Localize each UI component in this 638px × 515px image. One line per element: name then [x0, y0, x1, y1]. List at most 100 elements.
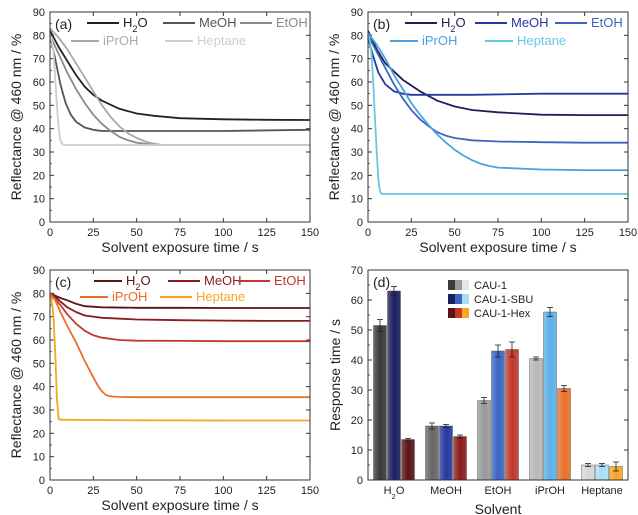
y-tick-label: 0: [357, 217, 363, 229]
x-tick-label: 150: [619, 227, 637, 239]
x-tick-label: 50: [449, 227, 461, 239]
y-tick-label: 50: [33, 358, 45, 370]
y-tick-label: 0: [39, 475, 45, 487]
y-tick-label: 20: [351, 415, 363, 427]
y-axis-label: Reflectance @ 460 nm / %: [326, 34, 342, 201]
legend-label-cau-1: CAU-1: [474, 280, 507, 292]
panel-b: 0 10 20 30 40 50 60 70 80 90 0 25 50 75 100 125 150 H2O Me…: [326, 7, 637, 255]
series-line-iproh: [49, 292, 310, 399]
x-tick-label: 75: [174, 485, 186, 497]
series-line-h2o: [367, 30, 628, 116]
y-tick-label: 90: [33, 265, 45, 277]
y-tick-label: 30: [351, 147, 363, 159]
x-category-label: H2O: [384, 485, 405, 501]
x-tick-label: 100: [532, 227, 550, 239]
legend-swatch-cau-1-hex: [455, 308, 462, 318]
x-tick-label: 0: [365, 227, 371, 239]
series-line-etoh: [49, 294, 310, 343]
legend-label-cau-1-sbu: CAU-1-SBU: [474, 294, 533, 306]
bar-cau-1-hex-iproh: [557, 388, 571, 481]
y-tick-label: 0: [357, 475, 363, 487]
series-line-heptane: [49, 34, 310, 146]
bar-cau-1-etoh: [477, 400, 491, 481]
legend-label-etoh: EtOH: [591, 15, 623, 30]
bar-cau-1-hex-h2o: [401, 439, 415, 481]
legend-label-etoh: EtOH: [274, 273, 306, 288]
y-tick-label: 40: [351, 124, 363, 136]
panel-label: (c): [55, 274, 71, 290]
series-line-iproh: [367, 32, 628, 172]
y-tick-label: 10: [33, 452, 45, 464]
y-tick-label: 20: [33, 428, 45, 440]
y-tick-label: 60: [33, 335, 45, 347]
y-tick-label: 30: [33, 405, 45, 417]
legend-label-iproh: iPrOH: [112, 289, 147, 304]
series-line-meoh: [367, 37, 628, 96]
x-tick-label: 100: [214, 485, 232, 497]
y-tick-label: 70: [33, 312, 45, 324]
legend-swatch-cau-1: [455, 280, 462, 290]
bar-cau-1-sbu-iproh: [543, 311, 557, 481]
x-tick-label: 125: [257, 227, 275, 239]
y-tick-label: 40: [351, 355, 363, 367]
y-tick-label: 30: [33, 147, 45, 159]
bar-cau-1-heptane: [581, 464, 595, 481]
plot-frame: [367, 269, 629, 481]
legend-label-iproh: iPrOH: [422, 33, 457, 48]
y-tick-label: 20: [351, 170, 363, 182]
legend-label-h2o: H2O: [441, 15, 466, 34]
legend-label-heptane: Heptane: [196, 289, 245, 304]
legend-label-iproh: iPrOH: [103, 33, 138, 48]
y-tick-label: 80: [33, 30, 45, 42]
plot-frame: [49, 11, 311, 223]
legend-swatch-cau-1-sbu: [448, 294, 455, 304]
legend-label-meoh: MeOH: [511, 15, 549, 30]
x-tick-label: 25: [87, 485, 99, 497]
y-tick-label: 0: [39, 217, 45, 229]
x-category-label: MeOH: [430, 485, 462, 497]
panel-label: (a): [55, 16, 72, 32]
y-tick-label: 70: [351, 265, 363, 277]
legend-label-heptane: Heptane: [197, 33, 246, 48]
panel-c: 0 10 20 30 40 50 60 70 80 90 0 25 50 75 100 125 150 H2O Me…: [8, 265, 319, 513]
x-tick-label: 25: [87, 227, 99, 239]
legend-swatch-cau-1-sbu: [455, 294, 462, 304]
plot-frame: [49, 269, 311, 481]
legend-swatch-cau-1: [462, 280, 469, 290]
legend-label-etoh: EtOH: [276, 15, 308, 30]
x-axis-label: Solvent: [475, 501, 522, 515]
bar-cau-1-h2o: [373, 325, 387, 481]
panel-d: 0 10 20 30 40 50 60 70 H2O MeOH EtOH iPrOH Heptane CA…: [327, 265, 629, 515]
series-line-meoh: [49, 35, 311, 132]
legend-label-h2o: H2O: [123, 15, 148, 34]
panel-a: 0 10 20 30 40 50 60 70 80 90 0 25 50 75 100 125 150 H2O Me…: [8, 7, 319, 255]
x-category-label: iPrOH: [535, 485, 565, 497]
bar-cau-1-hex-meoh: [453, 436, 467, 481]
legend-swatch-cau-1-hex: [448, 308, 455, 318]
y-tick-label: 10: [351, 445, 363, 457]
legend-label-cau-1-hex: CAU-1-Hex: [474, 308, 531, 320]
bar-cau-1-sbu-heptane: [595, 464, 609, 481]
series-line-h2o: [49, 292, 310, 309]
y-tick-label: 10: [351, 194, 363, 206]
y-tick-label: 50: [351, 100, 363, 112]
y-tick-label: 90: [351, 7, 363, 19]
x-tick-label: 150: [301, 227, 319, 239]
y-axis-label: Reflectance @ 460 nm / %: [8, 292, 24, 459]
legend-label-meoh: MeOH: [204, 273, 242, 288]
x-tick-label: 0: [47, 485, 53, 497]
panel-label: (b): [373, 16, 390, 32]
y-tick-label: 80: [351, 30, 363, 42]
x-tick-label: 75: [174, 227, 186, 239]
legend-swatch-cau-1-sbu: [462, 294, 469, 304]
x-tick-label: 0: [47, 227, 53, 239]
bar-cau-1-hex-etoh: [505, 349, 519, 481]
y-tick-label: 70: [33, 54, 45, 66]
y-tick-label: 40: [33, 382, 45, 394]
bar-cau-1-iproh: [529, 358, 543, 481]
x-axis-label: Solvent exposure time / s: [419, 239, 576, 255]
x-axis-label: Solvent exposure time / s: [101, 239, 258, 255]
y-tick-label: 10: [33, 194, 45, 206]
bar-cau-1-sbu-etoh: [491, 350, 505, 481]
